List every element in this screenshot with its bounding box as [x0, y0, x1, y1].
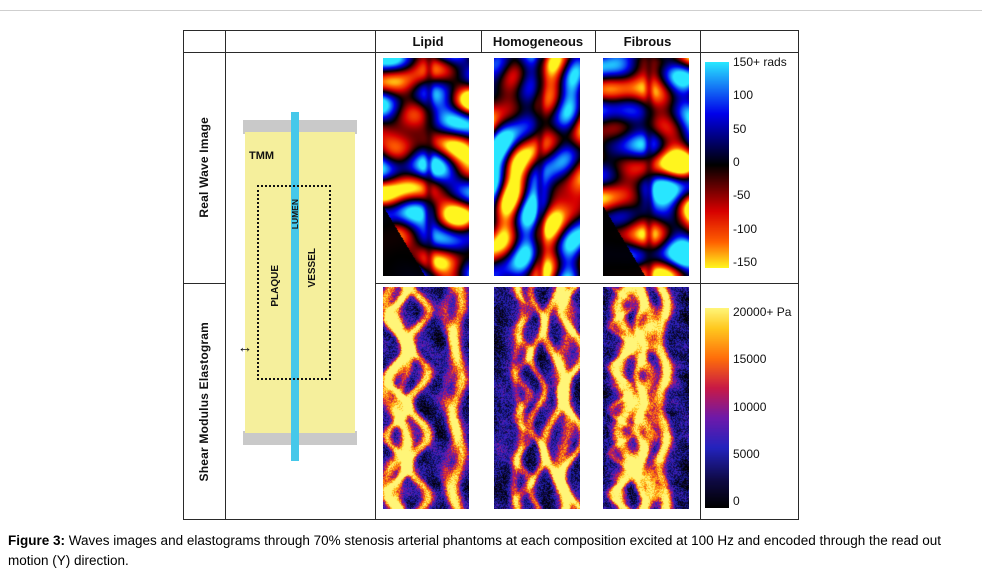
elasto-cbar-top-label: 20000+ Pa	[733, 305, 792, 319]
grid-line-colorbar-left	[700, 30, 701, 520]
elastogram-image-lipid	[383, 287, 469, 509]
figure-caption: Figure 3: Waves images and elastograms t…	[8, 531, 974, 570]
grid-line-labelcol	[225, 30, 226, 520]
grid-line-header-sep1	[481, 30, 482, 52]
figure-caption-label: Figure 3:	[8, 533, 66, 548]
wave-image-fibrous	[603, 58, 689, 276]
lumen-channel	[291, 112, 299, 461]
elasto-cbar-tick: 10000	[733, 399, 767, 414]
vessel-label: VESSEL	[304, 232, 320, 304]
grid-line-header-bottom	[183, 52, 799, 53]
lumen-label-text: LUMEN	[290, 198, 300, 230]
column-header-lipid: Lipid	[375, 30, 481, 52]
column-header-homogeneous: Homogeneous	[481, 30, 595, 52]
figure-table-border	[183, 30, 799, 520]
excitation-arrow-glyph: ↔	[237, 339, 253, 356]
plaque-label-text: PLAQUE	[269, 265, 281, 307]
top-rule	[0, 10, 982, 11]
tmm-label-text: TMM	[249, 150, 275, 162]
wave-cbar-tick: -150	[733, 254, 758, 269]
wave-cbar-tick: 0	[733, 154, 740, 169]
tmm-label: TMM	[249, 150, 274, 162]
grid-line-rowsep-right	[375, 283, 799, 284]
grid-line-schematic-right	[375, 30, 376, 520]
wave-cbar-tick: -100	[733, 221, 758, 236]
plaque-label: PLAQUE	[267, 247, 283, 325]
wave-image-homogeneous	[494, 58, 580, 276]
row-label-shear-modulus-elastogram: Shear Modulus Elastogram	[183, 283, 225, 520]
column-header-homogeneous-label: Homogeneous	[492, 33, 584, 49]
elastogram-image-fibrous	[603, 287, 689, 509]
grid-line-header-sep2	[595, 30, 596, 52]
row-label-real-wave-image: Real Wave Image	[183, 52, 225, 283]
phantom-body	[245, 132, 355, 433]
wave-cbar-tick: -50	[733, 188, 751, 203]
elasto-cbar-tick: 5000	[733, 446, 760, 461]
elasto-cbar-tick: 0	[733, 494, 740, 508]
wave-cbar-top-label: 150+ rads	[733, 55, 787, 69]
phantom-schematic: TMM LUMEN PLAQUE VESSEL ↔	[225, 52, 375, 520]
wave-colorbar	[705, 62, 729, 268]
column-header-fibrous-label: Fibrous	[623, 33, 672, 49]
wave-cbar-tick: 100	[733, 88, 754, 103]
elastogram-image-homogeneous	[494, 287, 580, 509]
wave-cbar-tick: 50	[733, 121, 747, 136]
column-header-lipid-label: Lipid	[412, 33, 444, 49]
elastogram-colorbar	[705, 308, 729, 508]
row-label-real-wave-image-text: Real Wave Image	[197, 117, 211, 218]
vessel-label-text: VESSEL	[306, 248, 318, 288]
wave-colorbar-labels: 150+ rads 100 50 0 -50 -100 -150	[733, 56, 795, 268]
elastogram-colorbar-labels: 20000+ Pa 15000 10000 5000 0	[733, 306, 799, 507]
elasto-cbar-tick: 15000	[733, 352, 767, 367]
phantom-frame-bottom	[243, 431, 357, 445]
excitation-arrow-icon: ↔	[231, 339, 259, 356]
lumen-label: LUMEN	[285, 188, 305, 240]
row-label-shear-modulus-elastogram-text: Shear Modulus Elastogram	[197, 321, 211, 482]
column-header-fibrous: Fibrous	[595, 30, 700, 52]
figure-caption-text: Waves images and elastograms through 70%…	[8, 533, 942, 568]
wave-image-lipid	[383, 58, 469, 276]
roi-dotted-rect	[257, 185, 331, 380]
grid-line-rowsep-left	[183, 283, 225, 284]
phantom-frame-top	[243, 120, 357, 134]
